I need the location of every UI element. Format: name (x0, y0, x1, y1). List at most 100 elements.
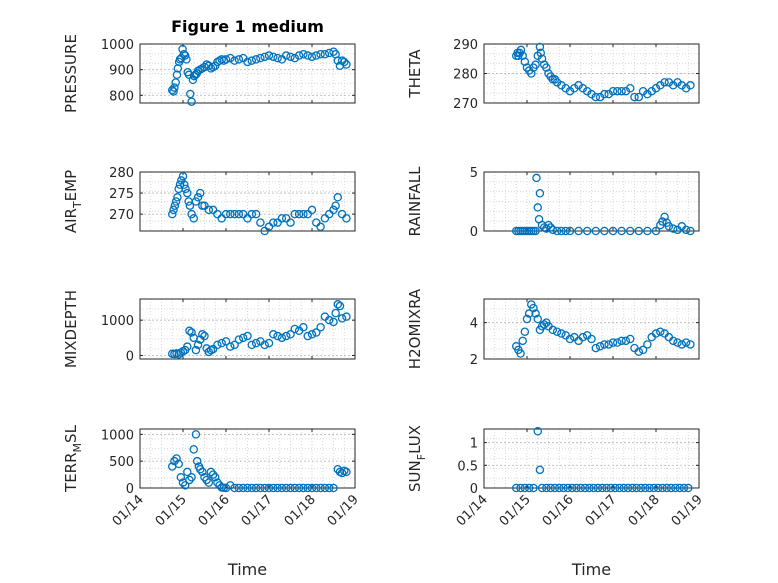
data-point (277, 333, 287, 343)
data-point (557, 329, 566, 338)
data-point (307, 52, 317, 62)
data-point (200, 201, 209, 210)
data-point (675, 483, 684, 493)
data-point (290, 209, 300, 219)
x-tick-label: 01/19 (669, 492, 706, 529)
data-point (331, 308, 340, 318)
subplot-pressure: 800 900 1000 PRESSURE Figure 1 medium (62, 17, 356, 113)
data-point (651, 329, 661, 338)
x-tick-label: 01/16 (540, 492, 577, 529)
data-point (649, 483, 659, 493)
y-axis-label: SUNFLUX (406, 425, 428, 492)
x-tick-label: 01/15 (153, 492, 190, 529)
data-point (294, 51, 304, 60)
data-point (628, 483, 637, 493)
y-tick-label: 270 (453, 97, 478, 112)
data-point (204, 205, 214, 215)
y-tick-label: 800 (109, 89, 134, 104)
data-point (658, 483, 667, 493)
axes-frame (483, 428, 700, 489)
data-point (234, 335, 244, 344)
data-point (303, 51, 312, 60)
data-point (324, 483, 334, 493)
data-point (563, 483, 573, 493)
data-point (260, 52, 269, 62)
data-point (342, 467, 351, 477)
axes-background (484, 429, 699, 488)
data-point (185, 326, 194, 336)
y-axis-label: MIXDEPTH (62, 290, 80, 368)
data-point (273, 331, 282, 341)
data-point (333, 193, 343, 202)
data-point (604, 340, 613, 349)
data-point (641, 483, 650, 493)
data-point (578, 332, 588, 342)
series-markers (512, 300, 695, 358)
data-point (524, 309, 534, 318)
data-point (294, 209, 304, 219)
chart-title: Figure 1 medium (171, 17, 324, 36)
data-point (307, 483, 317, 493)
data-point (191, 430, 201, 439)
data-point (182, 55, 191, 64)
data-point (342, 312, 351, 321)
data-point (587, 334, 596, 344)
data-point (193, 193, 203, 202)
data-point (520, 327, 530, 336)
data-point (208, 205, 218, 215)
x-tick-label: 01/17 (239, 492, 276, 529)
data-point (193, 340, 203, 350)
data-point (312, 51, 321, 60)
data-point (170, 456, 179, 466)
data-point (217, 338, 226, 348)
data-point (546, 223, 555, 232)
x-tick-label: 01/15 (497, 492, 534, 529)
data-point (299, 322, 308, 332)
data-point (221, 55, 231, 64)
y-tick-label: 2 (470, 353, 478, 368)
data-point (593, 483, 603, 493)
data-point (303, 331, 312, 341)
y-tick-label: 290 (453, 38, 478, 53)
data-point (256, 483, 265, 493)
data-point (574, 226, 583, 236)
data-point (178, 171, 188, 181)
data-point (208, 344, 218, 354)
axes-frame (139, 171, 356, 232)
data-point (269, 218, 278, 227)
data-point (625, 334, 635, 344)
axes-frame (483, 298, 700, 360)
data-point (539, 320, 549, 329)
subplot-mixdepth: 0 1000 MIXDEPTH (62, 290, 356, 368)
data-point (638, 345, 648, 355)
data-point (342, 214, 351, 223)
data-point (238, 333, 248, 343)
data-point (213, 478, 222, 487)
grid-lines (139, 299, 356, 359)
data-point (681, 338, 691, 347)
y-axis-label: AIRTEMP (62, 170, 84, 233)
data-point (625, 226, 635, 236)
data-point (185, 201, 195, 210)
data-point (234, 483, 244, 493)
data-point (582, 226, 592, 236)
data-point (226, 209, 235, 219)
data-point (247, 483, 257, 493)
x-tick-label: 01/16 (196, 492, 233, 529)
data-point (307, 330, 317, 339)
data-point (535, 188, 545, 198)
data-point (191, 345, 201, 355)
data-point (316, 483, 325, 493)
data-point (312, 218, 321, 227)
data-point (234, 55, 244, 64)
data-point (290, 483, 300, 493)
data-point (542, 483, 551, 493)
subplot-airtemp: 270 275 280 AIRTEMP (62, 166, 356, 236)
data-point (277, 483, 287, 493)
data-point (335, 301, 345, 311)
y-tick-label: 0 (126, 482, 134, 497)
data-point (226, 53, 235, 63)
data-point (234, 209, 244, 219)
data-point (260, 483, 269, 493)
x-tick-label: 01/19 (325, 492, 362, 529)
